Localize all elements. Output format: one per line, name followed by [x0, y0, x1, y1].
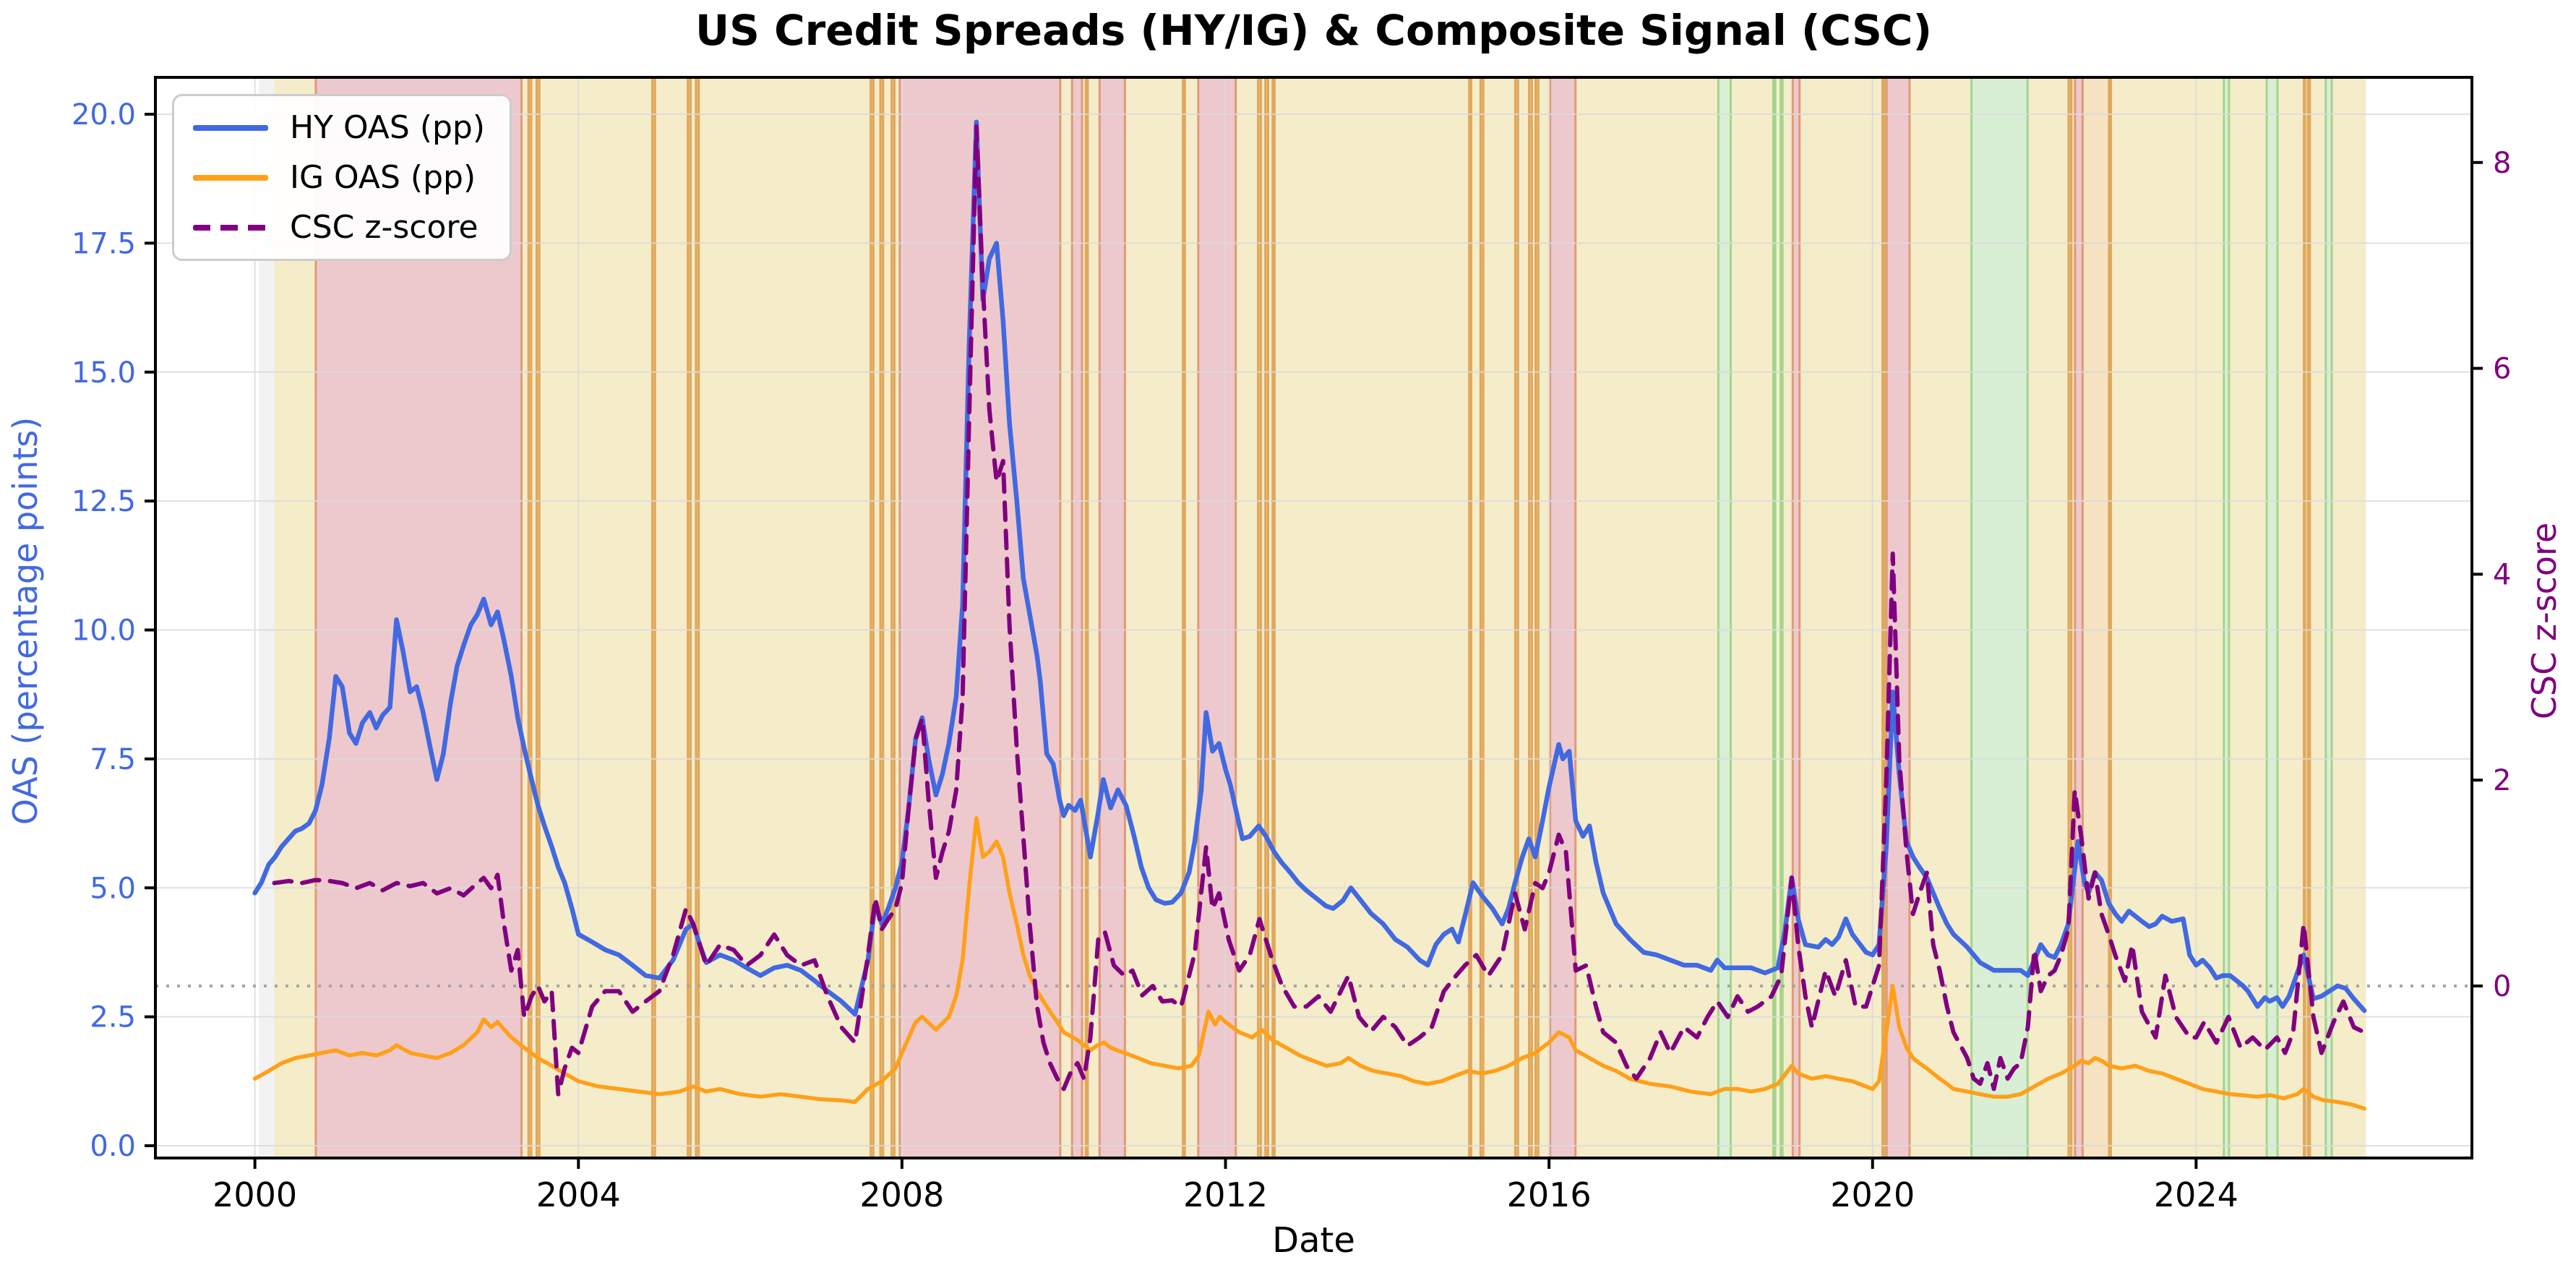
gridlines-layer: [155, 77, 2472, 1158]
legend-item-hy: HY OAS (pp): [193, 109, 485, 146]
axes-spines: [154, 76, 2473, 1159]
right-axis-label: CSC z-score: [2525, 522, 2564, 720]
left-axis-label: OAS (percentage points): [6, 416, 45, 825]
band-minor: [1514, 77, 1519, 1158]
legend: HY OAS (pp) IG OAS (pp) CSC z-score: [172, 94, 512, 261]
ticks-layer: 0.0 2.5 5.0 7.5 10.0 12.5 15.0 17.5 20.0 0 2 4 6 8 200…: [72, 98, 2512, 1214]
band-minor: [1257, 77, 1262, 1158]
left-tick-label: 12.5: [72, 485, 136, 518]
left-tick-label: 5.0: [90, 872, 136, 905]
right-tick-label: 0: [2493, 970, 2511, 1003]
series-line-2: [272, 124, 2367, 1097]
right-tick-label: 8: [2493, 147, 2511, 180]
csc-line-swatch-icon: [193, 224, 268, 231]
chart-title: US Credit Spreads (HY/IG) & Composite Si…: [695, 6, 1932, 55]
band-minor: [1528, 77, 1533, 1158]
band-minor: [879, 77, 885, 1158]
left-tick-label: 7.5: [90, 743, 136, 776]
ig-line-swatch-icon: [193, 174, 268, 181]
x-axis-label: Date: [1272, 1220, 1355, 1261]
x-tick-label: 2024: [2154, 1175, 2238, 1214]
legend-label-ig: IG OAS (pp): [290, 159, 476, 196]
legend-label-csc: CSC z-score: [290, 209, 478, 246]
band-stress: [1197, 77, 1237, 1158]
regime-bands-layer: [259, 77, 2366, 1158]
left-tick-label: 17.5: [72, 227, 136, 260]
band-minor: [651, 77, 656, 1158]
band-stress: [1098, 77, 1126, 1158]
series-line-0: [252, 119, 2367, 1017]
x-tick-label: 2020: [1830, 1175, 1915, 1214]
series-line-1: [252, 816, 2366, 1111]
band-minor: [890, 77, 896, 1158]
hy-line-swatch-icon: [193, 124, 268, 131]
legend-item-ig: IG OAS (pp): [193, 159, 485, 196]
band-minor: [1264, 77, 1269, 1158]
right-tick-label: 4: [2493, 558, 2511, 591]
x-tick-label: 2008: [859, 1175, 944, 1214]
x-tick-label: 2004: [536, 1175, 621, 1214]
left-tick-label: 10.0: [72, 614, 136, 648]
right-tick-label: 2: [2493, 764, 2511, 797]
x-tick-label: 2016: [1507, 1175, 1592, 1214]
band-minor: [2067, 77, 2073, 1158]
band-calm: [2223, 77, 2231, 1158]
left-tick-label: 0.0: [90, 1130, 136, 1163]
band-calm: [2324, 77, 2333, 1158]
band-minor: [535, 77, 541, 1158]
band-minor: [1534, 77, 1540, 1158]
band-minor: [870, 77, 875, 1158]
legend-label-hy: HY OAS (pp): [290, 109, 486, 146]
right-tick-label: 6: [2493, 353, 2511, 386]
band-minor: [1479, 77, 1485, 1158]
x-tick-label: 2012: [1183, 1175, 1268, 1214]
band-stress: [1549, 77, 1577, 1158]
legend-item-csc: CSC z-score: [193, 209, 485, 246]
band-minor: [527, 77, 533, 1158]
left-tick-label: 2.5: [90, 1001, 136, 1034]
left-tick-label: 20.0: [72, 98, 136, 132]
x-tick-label: 2000: [212, 1175, 297, 1214]
left-tick-label: 15.0: [72, 356, 136, 390]
band-calm: [1970, 77, 2029, 1158]
band-calm: [1717, 77, 1733, 1158]
band-minor: [687, 77, 692, 1158]
band-minor: [695, 77, 700, 1158]
